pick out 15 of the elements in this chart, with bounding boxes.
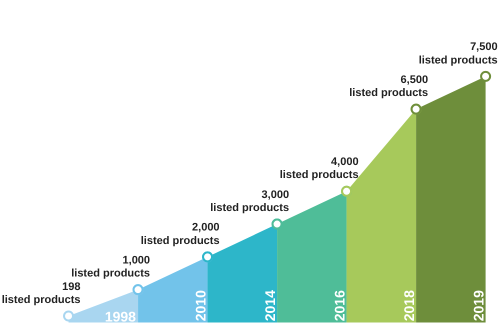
data-label: 7,500 listed products	[418, 41, 498, 66]
x-tick-label: 2018	[401, 290, 417, 322]
point	[480, 70, 492, 82]
data-label: 198 listed products	[2, 280, 81, 306]
point	[63, 310, 74, 322]
data-label: 6,500 listed products	[349, 74, 428, 100]
x-tick-label: 2010	[192, 290, 208, 322]
data-label: 2,000 listed products	[140, 222, 220, 247]
data-label: 1,000 listed products	[71, 254, 150, 280]
x-tick-label: 1998	[104, 308, 136, 324]
x-tick-label: 2014	[262, 290, 278, 322]
x-tick-label: 2016	[331, 290, 348, 322]
x-tick-label: 2019	[470, 290, 487, 322]
data-label: 3,000 listed products	[210, 188, 290, 214]
data-label: 4,000 listed products	[280, 156, 359, 182]
